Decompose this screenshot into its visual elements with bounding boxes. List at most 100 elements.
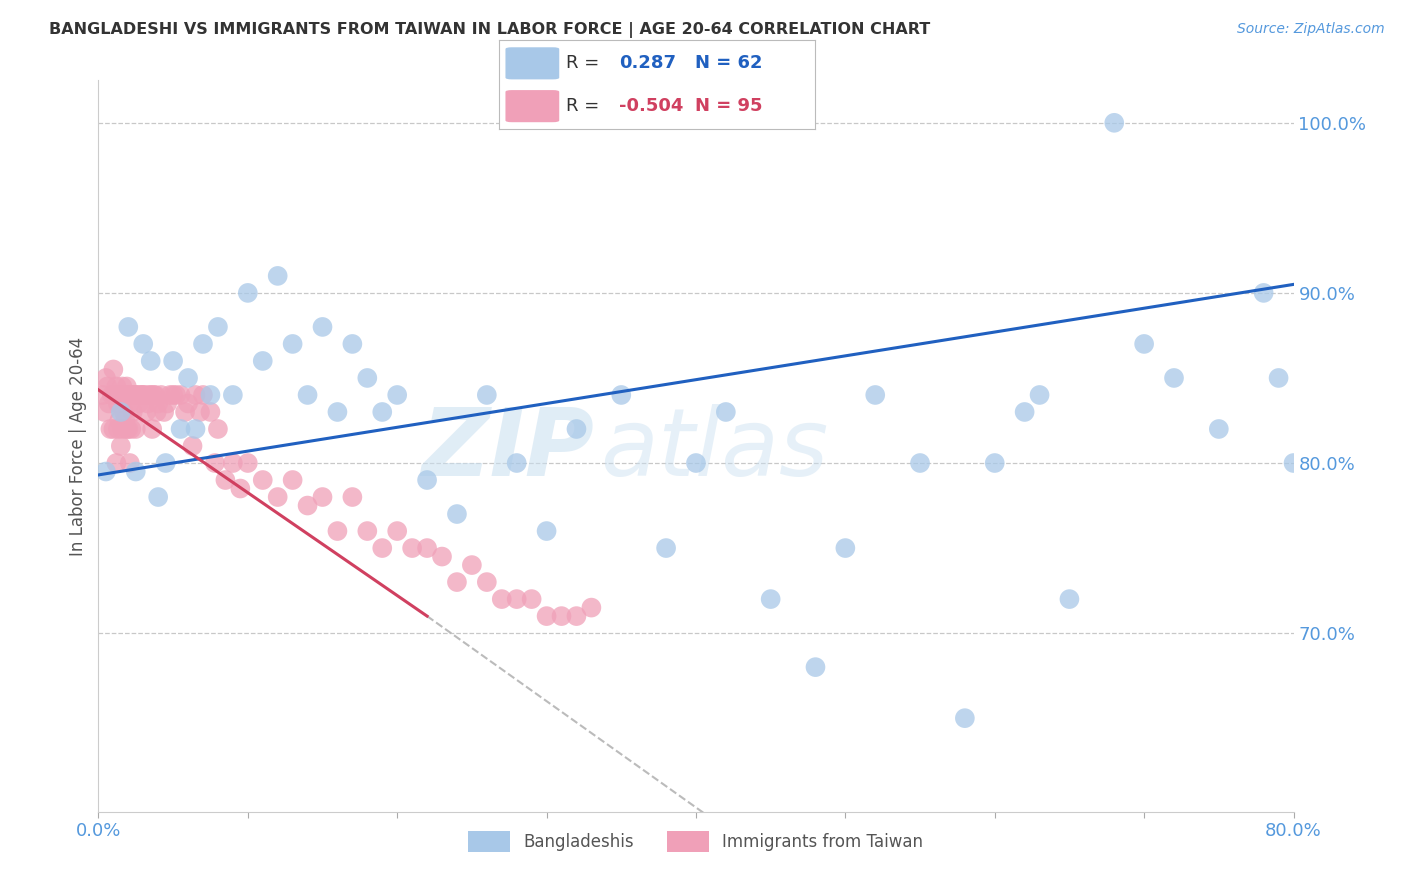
Point bbox=[169, 422, 191, 436]
Point bbox=[520, 592, 543, 607]
Point bbox=[96, 379, 118, 393]
Point bbox=[93, 405, 115, 419]
Point bbox=[129, 388, 152, 402]
Point bbox=[114, 413, 136, 427]
Point bbox=[105, 456, 128, 470]
Point bbox=[98, 422, 122, 436]
Point bbox=[356, 371, 378, 385]
Point bbox=[1267, 371, 1289, 385]
Point bbox=[101, 388, 124, 402]
Point bbox=[131, 388, 153, 402]
Point bbox=[141, 422, 163, 436]
Point bbox=[581, 600, 603, 615]
Point bbox=[401, 541, 423, 555]
Point bbox=[108, 388, 131, 402]
Point bbox=[475, 388, 498, 402]
Point bbox=[416, 473, 439, 487]
Point bbox=[177, 396, 200, 410]
Point bbox=[311, 490, 333, 504]
Point bbox=[143, 388, 166, 402]
Point bbox=[148, 490, 170, 504]
Point bbox=[506, 592, 529, 607]
Point bbox=[138, 388, 160, 402]
Point bbox=[191, 388, 214, 402]
Point bbox=[188, 405, 211, 419]
Point bbox=[127, 388, 149, 402]
Point bbox=[124, 388, 146, 402]
Point bbox=[446, 575, 468, 590]
Point bbox=[111, 379, 134, 393]
Point bbox=[759, 592, 782, 607]
Text: ZIP: ZIP bbox=[422, 404, 595, 496]
Point bbox=[155, 456, 177, 470]
Point bbox=[97, 396, 120, 410]
Point bbox=[222, 388, 245, 402]
Point bbox=[385, 524, 409, 538]
Point bbox=[162, 354, 184, 368]
Point bbox=[550, 609, 572, 624]
Point bbox=[536, 524, 558, 538]
Point bbox=[267, 268, 290, 283]
Point bbox=[416, 541, 439, 555]
Point bbox=[165, 388, 187, 402]
Point bbox=[655, 541, 678, 555]
Point bbox=[135, 405, 157, 419]
Text: N = 62: N = 62 bbox=[695, 54, 763, 72]
Point bbox=[94, 371, 117, 385]
Point bbox=[1372, 439, 1395, 453]
Text: N = 95: N = 95 bbox=[695, 97, 763, 115]
Point bbox=[120, 388, 142, 402]
Text: Source: ZipAtlas.com: Source: ZipAtlas.com bbox=[1237, 22, 1385, 37]
Point bbox=[103, 422, 125, 436]
Point bbox=[118, 456, 141, 470]
Point bbox=[685, 456, 707, 470]
Point bbox=[91, 388, 114, 402]
Point bbox=[104, 388, 127, 402]
Point bbox=[153, 405, 176, 419]
Point bbox=[430, 549, 453, 564]
Point bbox=[1014, 405, 1036, 419]
Point bbox=[184, 388, 207, 402]
Point bbox=[110, 439, 132, 453]
Point bbox=[115, 379, 138, 393]
Point bbox=[115, 422, 138, 436]
Point bbox=[121, 405, 143, 419]
Point bbox=[953, 711, 976, 725]
Point bbox=[125, 388, 148, 402]
Text: R =: R = bbox=[565, 54, 599, 72]
FancyBboxPatch shape bbox=[506, 47, 560, 79]
Point bbox=[281, 473, 304, 487]
Point bbox=[117, 422, 139, 436]
Point bbox=[134, 388, 156, 402]
Point bbox=[342, 490, 364, 504]
Point bbox=[804, 660, 827, 674]
Point bbox=[177, 371, 200, 385]
Point bbox=[156, 396, 179, 410]
Point bbox=[181, 439, 204, 453]
Point bbox=[1402, 371, 1406, 385]
Point bbox=[207, 422, 229, 436]
Point bbox=[356, 524, 378, 538]
Point bbox=[297, 388, 319, 402]
Point bbox=[1028, 388, 1050, 402]
Point bbox=[1343, 405, 1365, 419]
Point bbox=[1133, 337, 1156, 351]
Point bbox=[311, 320, 333, 334]
Point bbox=[461, 558, 484, 572]
Point bbox=[148, 396, 170, 410]
Point bbox=[1312, 388, 1334, 402]
Point bbox=[112, 388, 135, 402]
Point bbox=[214, 473, 236, 487]
Point bbox=[565, 422, 588, 436]
Point bbox=[1253, 285, 1275, 300]
Point bbox=[159, 388, 181, 402]
Point bbox=[267, 490, 290, 504]
Legend: Bangladeshis, Immigrants from Taiwan: Bangladeshis, Immigrants from Taiwan bbox=[461, 824, 931, 858]
Point bbox=[162, 388, 184, 402]
Text: BANGLADESHI VS IMMIGRANTS FROM TAIWAN IN LABOR FORCE | AGE 20-64 CORRELATION CHA: BANGLADESHI VS IMMIGRANTS FROM TAIWAN IN… bbox=[49, 22, 931, 38]
Point bbox=[150, 388, 173, 402]
Point bbox=[200, 405, 222, 419]
Point bbox=[108, 413, 131, 427]
FancyBboxPatch shape bbox=[506, 90, 560, 122]
Point bbox=[125, 422, 148, 436]
